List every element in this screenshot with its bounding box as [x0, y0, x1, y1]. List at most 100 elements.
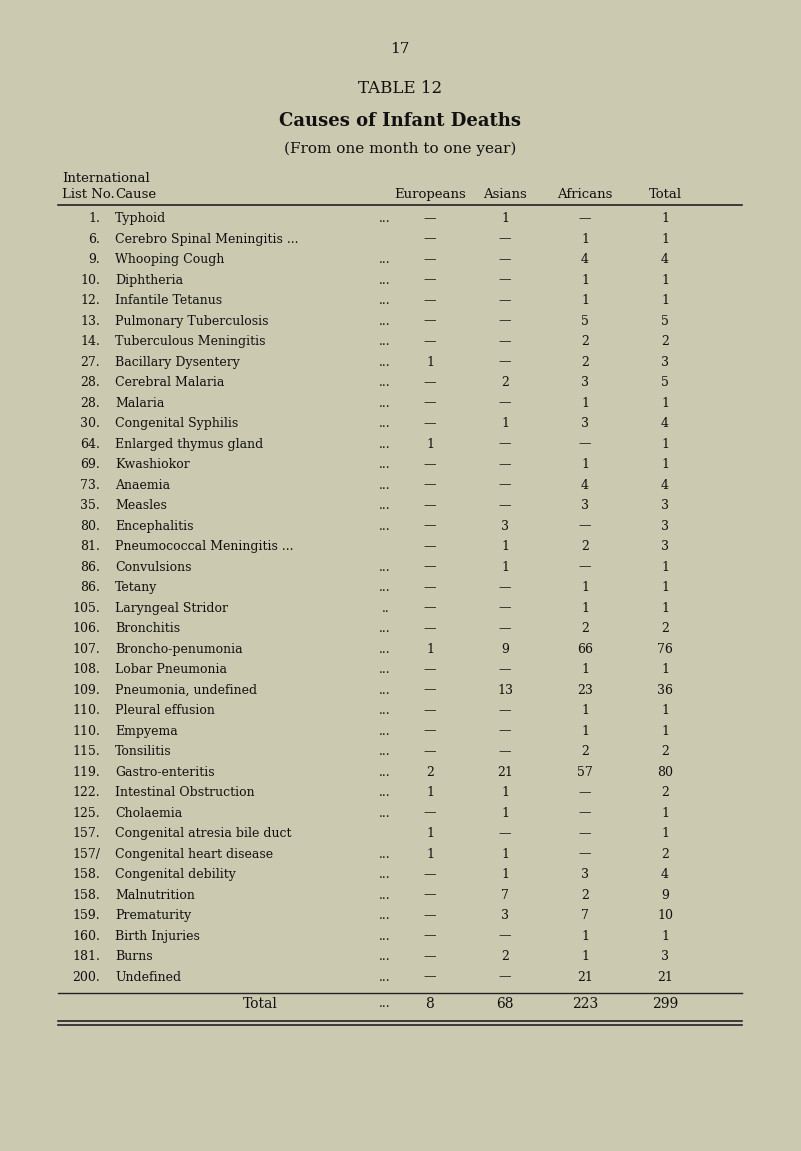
Text: 7: 7 — [581, 909, 589, 922]
Text: —: — — [579, 561, 591, 573]
Text: Total: Total — [243, 997, 277, 1011]
Text: Pulmonary Tuberculosis: Pulmonary Tuberculosis — [115, 314, 268, 328]
Text: 1: 1 — [661, 458, 669, 471]
Text: —: — — [499, 581, 511, 594]
Text: 3: 3 — [581, 376, 589, 389]
Text: 2: 2 — [661, 745, 669, 759]
Text: Tonsilitis: Tonsilitis — [115, 745, 171, 759]
Text: 1: 1 — [581, 233, 589, 245]
Text: Cholaemia: Cholaemia — [115, 807, 183, 820]
Text: Pneumococcal Meningitis ...: Pneumococcal Meningitis ... — [115, 540, 293, 552]
Text: ...: ... — [378, 561, 390, 573]
Text: 1: 1 — [581, 458, 589, 471]
Text: —: — — [424, 663, 437, 676]
Text: Tetany: Tetany — [115, 581, 157, 594]
Text: 1.: 1. — [88, 212, 100, 224]
Text: 9: 9 — [501, 642, 509, 656]
Text: —: — — [424, 930, 437, 943]
Text: 1: 1 — [501, 868, 509, 881]
Text: 125.: 125. — [72, 807, 100, 820]
Text: Measles: Measles — [115, 500, 167, 512]
Text: 73.: 73. — [80, 479, 100, 491]
Text: ...: ... — [378, 294, 390, 307]
Text: 3: 3 — [661, 500, 669, 512]
Text: 4: 4 — [581, 253, 589, 266]
Text: 1: 1 — [661, 602, 669, 615]
Text: 3: 3 — [581, 868, 589, 881]
Text: —: — — [579, 828, 591, 840]
Text: 1: 1 — [581, 602, 589, 615]
Text: —: — — [499, 500, 511, 512]
Text: —: — — [424, 253, 437, 266]
Text: 6.: 6. — [88, 233, 100, 245]
Text: TABLE 12: TABLE 12 — [358, 81, 442, 97]
Text: ...: ... — [378, 684, 390, 696]
Text: 3: 3 — [501, 909, 509, 922]
Text: Laryngeal Stridor: Laryngeal Stridor — [115, 602, 228, 615]
Text: ...: ... — [378, 997, 390, 1009]
Text: 30.: 30. — [80, 417, 100, 430]
Text: —: — — [424, 500, 437, 512]
Text: 1: 1 — [501, 540, 509, 552]
Text: ...: ... — [378, 314, 390, 328]
Text: Burns: Burns — [115, 950, 153, 963]
Text: 10: 10 — [657, 909, 673, 922]
Text: —: — — [424, 335, 437, 348]
Text: 110.: 110. — [72, 724, 100, 738]
Text: —: — — [424, 704, 437, 717]
Text: ...: ... — [378, 786, 390, 799]
Text: 3: 3 — [661, 950, 669, 963]
Text: ...: ... — [378, 212, 390, 224]
Text: —: — — [499, 294, 511, 307]
Text: 1: 1 — [581, 294, 589, 307]
Text: ...: ... — [378, 745, 390, 759]
Text: —: — — [424, 909, 437, 922]
Text: 8: 8 — [425, 997, 434, 1011]
Text: ...: ... — [378, 889, 390, 901]
Text: 1: 1 — [661, 828, 669, 840]
Text: 1: 1 — [426, 786, 434, 799]
Text: Undefined: Undefined — [115, 970, 181, 983]
Text: 4: 4 — [661, 417, 669, 430]
Text: 14.: 14. — [80, 335, 100, 348]
Text: 21: 21 — [657, 970, 673, 983]
Text: 5: 5 — [661, 314, 669, 328]
Text: 2: 2 — [581, 540, 589, 552]
Text: —: — — [424, 745, 437, 759]
Text: 107.: 107. — [72, 642, 100, 656]
Text: —: — — [424, 314, 437, 328]
Text: 105.: 105. — [72, 602, 100, 615]
Text: —: — — [424, 724, 437, 738]
Text: Europeans: Europeans — [394, 188, 466, 201]
Text: —: — — [579, 519, 591, 533]
Text: 1: 1 — [661, 233, 669, 245]
Text: 36: 36 — [657, 684, 673, 696]
Text: 1: 1 — [501, 561, 509, 573]
Text: ...: ... — [378, 847, 390, 861]
Text: —: — — [424, 233, 437, 245]
Text: —: — — [579, 786, 591, 799]
Text: 80: 80 — [657, 765, 673, 778]
Text: —: — — [499, 828, 511, 840]
Text: 1: 1 — [661, 437, 669, 450]
Text: 10.: 10. — [80, 274, 100, 287]
Text: Congenital debility: Congenital debility — [115, 868, 235, 881]
Text: —: — — [499, 704, 511, 717]
Text: 1: 1 — [581, 274, 589, 287]
Text: 1: 1 — [661, 807, 669, 820]
Text: —: — — [424, 540, 437, 552]
Text: ...: ... — [378, 500, 390, 512]
Text: 1: 1 — [661, 663, 669, 676]
Text: Typhoid: Typhoid — [115, 212, 167, 224]
Text: ...: ... — [378, 642, 390, 656]
Text: 1: 1 — [581, 581, 589, 594]
Text: 69.: 69. — [80, 458, 100, 471]
Text: Pleural effusion: Pleural effusion — [115, 704, 215, 717]
Text: Malaria: Malaria — [115, 396, 164, 410]
Text: International: International — [62, 171, 150, 185]
Text: —: — — [424, 396, 437, 410]
Text: ...: ... — [378, 622, 390, 635]
Text: 160.: 160. — [72, 930, 100, 943]
Text: ...: ... — [378, 519, 390, 533]
Text: —: — — [579, 437, 591, 450]
